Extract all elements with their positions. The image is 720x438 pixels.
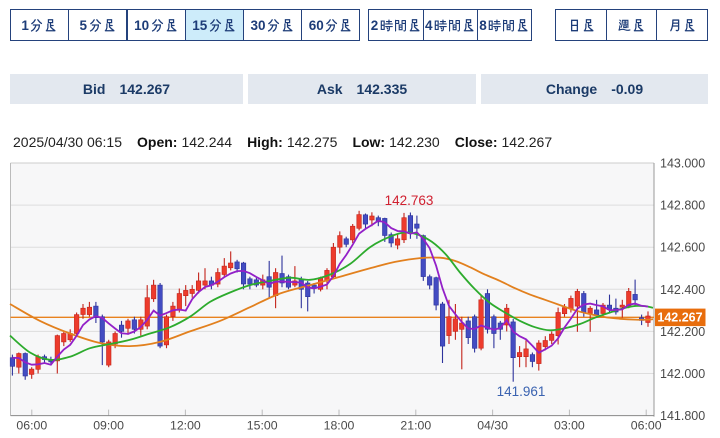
svg-text:12:00: 12:00 [170, 419, 201, 433]
svg-text:142.400: 142.400 [660, 283, 705, 297]
svg-text:142.763: 142.763 [385, 193, 434, 208]
svg-text:142.600: 142.600 [660, 241, 705, 255]
svg-text:18:00: 18:00 [324, 419, 355, 433]
svg-text:141.800: 141.800 [660, 409, 705, 423]
svg-text:142.800: 142.800 [660, 199, 705, 213]
svg-text:142.267: 142.267 [657, 311, 702, 325]
svg-text:142.200: 142.200 [660, 325, 705, 339]
svg-text:03:00: 03:00 [554, 419, 585, 433]
svg-text:06:00: 06:00 [16, 419, 47, 433]
svg-text:143.000: 143.000 [660, 157, 705, 171]
svg-text:141.961: 141.961 [497, 384, 546, 399]
svg-text:04/30: 04/30 [477, 419, 508, 433]
svg-text:15:00: 15:00 [247, 419, 278, 433]
svg-text:09:00: 09:00 [93, 419, 124, 433]
svg-text:142.000: 142.000 [660, 367, 705, 381]
svg-text:06:00: 06:00 [631, 419, 662, 433]
svg-text:21:00: 21:00 [400, 419, 431, 433]
